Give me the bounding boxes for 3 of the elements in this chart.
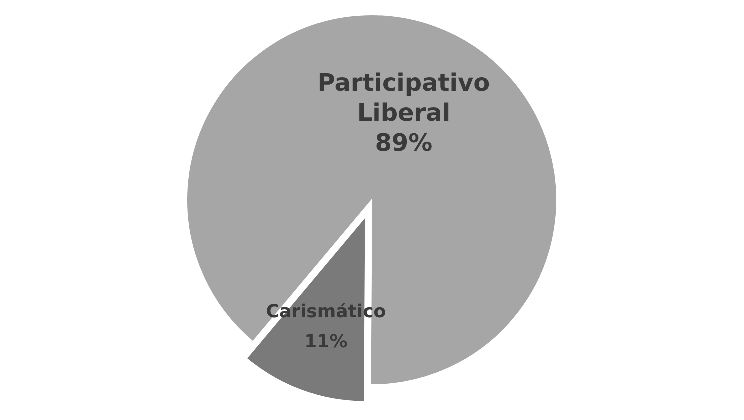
slice-label: Participativo Liberal — [318, 69, 490, 128]
data-label: 11% — [304, 332, 348, 353]
data-label: 89% — [375, 129, 433, 158]
